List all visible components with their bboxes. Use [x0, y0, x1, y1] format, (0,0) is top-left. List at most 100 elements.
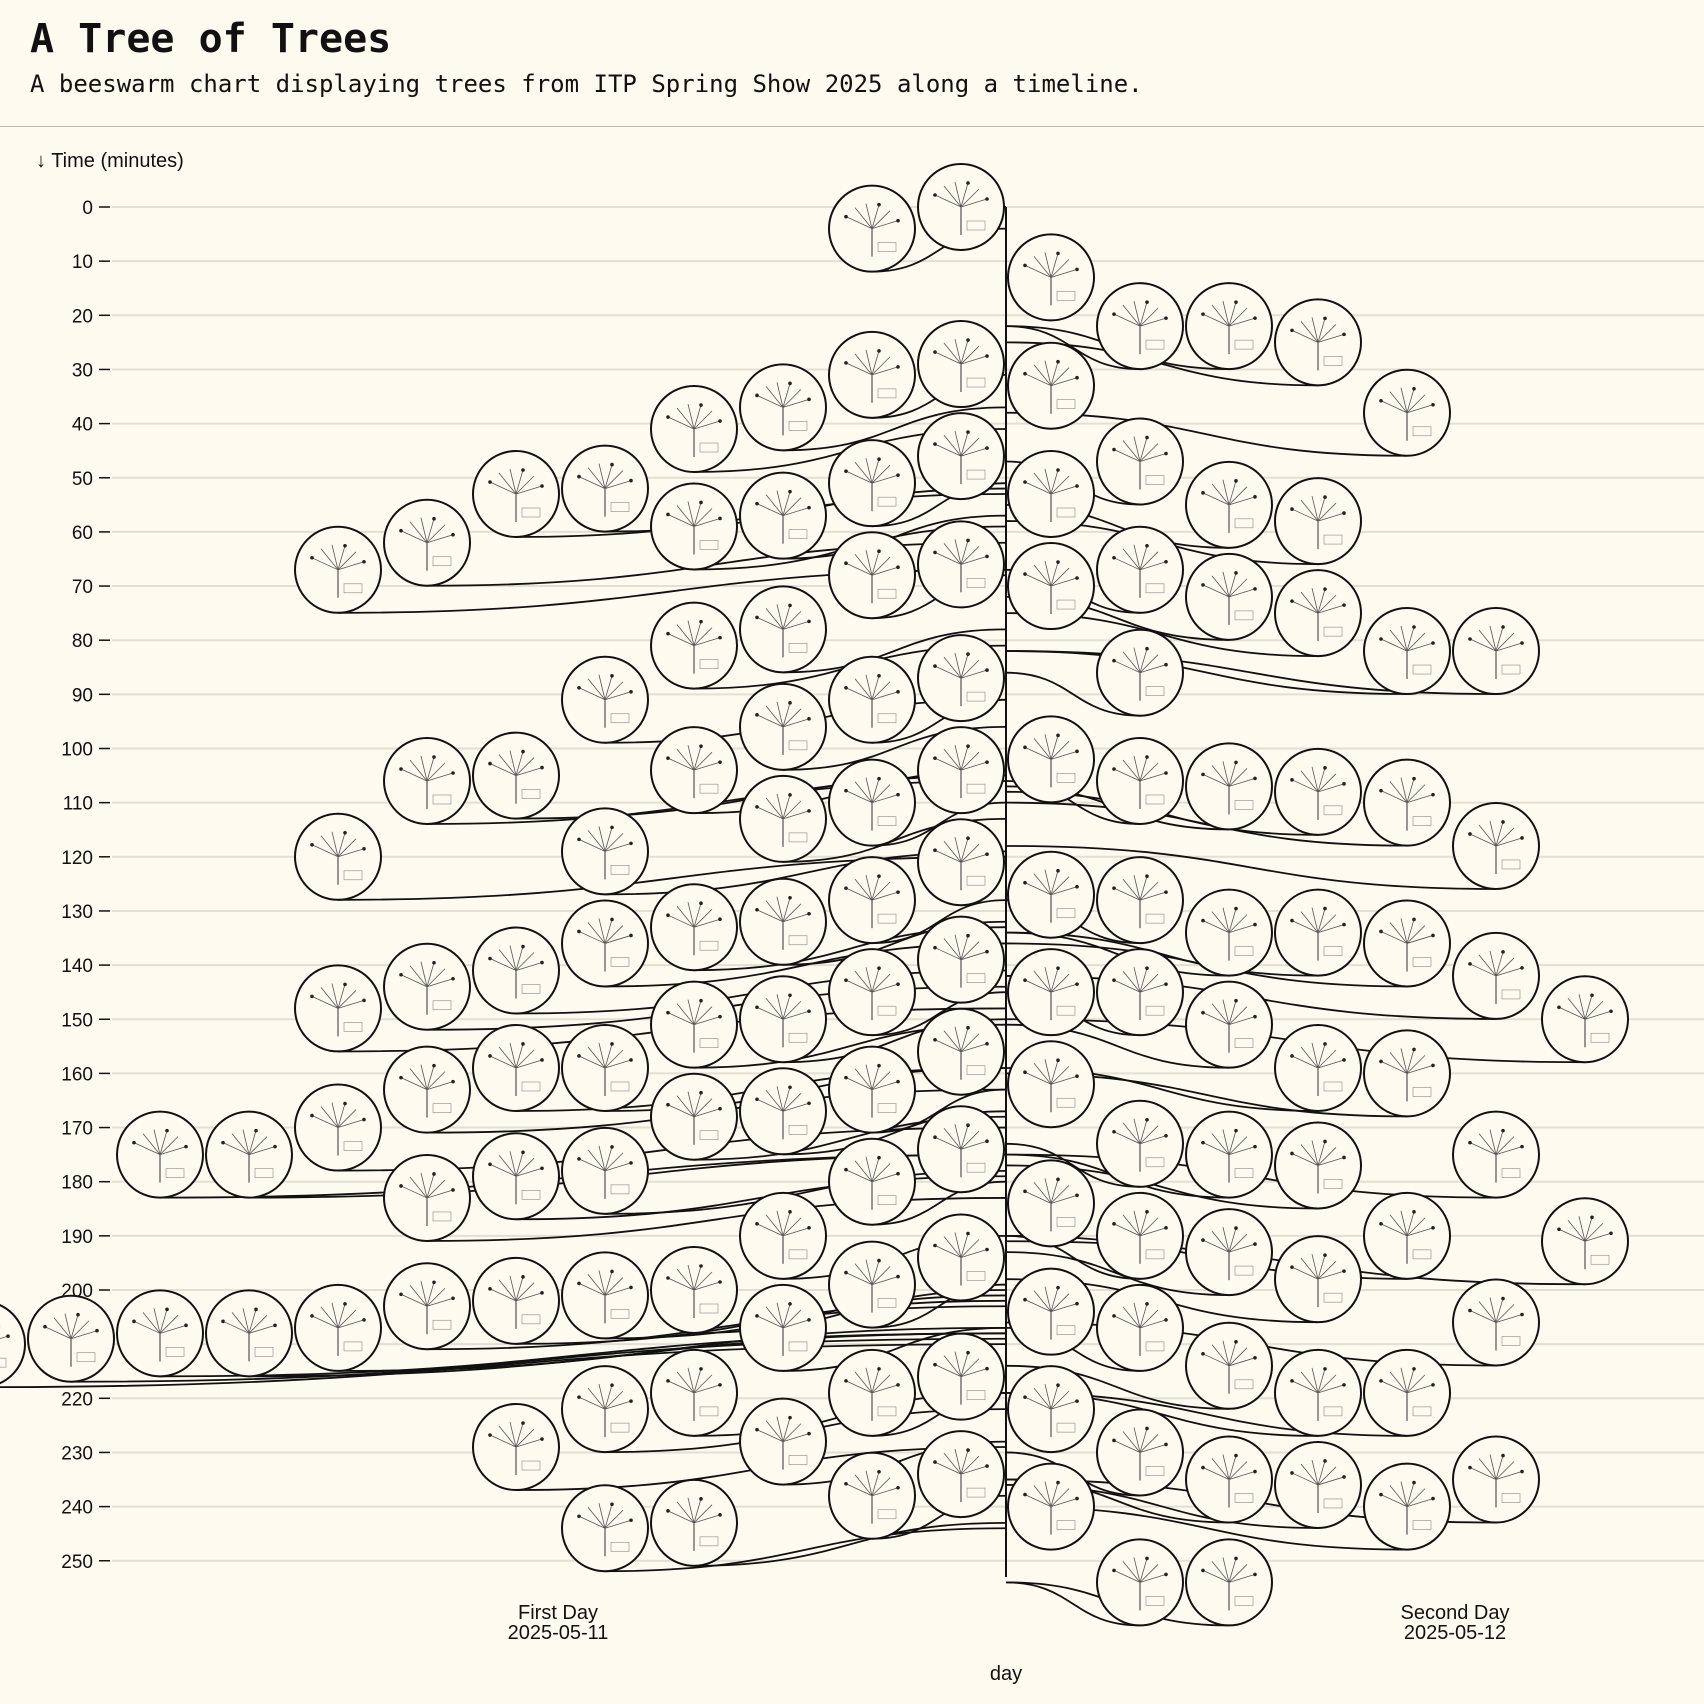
tree-mark — [1096, 1408, 1184, 1497]
tree-mark — [828, 1137, 916, 1226]
tree-mark — [1363, 1029, 1451, 1118]
tree-mark — [739, 682, 827, 771]
tree-mark — [1452, 1435, 1540, 1524]
tree-mark — [828, 1045, 916, 1134]
tree-mark — [1185, 460, 1273, 549]
tree-connector — [159, 1332, 1007, 1378]
tree-mark — [561, 899, 649, 988]
tree-mark — [828, 1451, 916, 1540]
tree-mark — [739, 877, 827, 966]
tree-mark — [917, 818, 1005, 907]
tree-mark — [1096, 628, 1184, 717]
tree-mark — [1185, 282, 1273, 371]
tree-mark — [1185, 1435, 1273, 1524]
tree-mark — [1096, 282, 1184, 371]
y-tick-label: 100 — [61, 740, 93, 761]
x-tick-first-day-label: First Day — [518, 1602, 598, 1624]
tree-mark — [739, 1191, 827, 1280]
y-axis-title: ↓ Time (minutes) — [36, 150, 184, 172]
tree-mark — [650, 482, 738, 571]
tree-mark — [917, 634, 1005, 723]
tree-mark — [917, 320, 1005, 409]
tree-mark — [739, 1067, 827, 1156]
tree-mark — [1185, 742, 1273, 831]
y-tick-label: 130 — [61, 902, 93, 923]
tree-circle — [0, 1304, 26, 1385]
tree-mark — [917, 1213, 1005, 1302]
tree-mark — [739, 471, 827, 560]
tree-mark — [828, 531, 916, 620]
tree-mark — [472, 1023, 560, 1112]
x-tick-second-day-date: 2025-05-12 — [1404, 1622, 1506, 1644]
tree-mark — [828, 330, 916, 419]
tree-mark — [1274, 477, 1362, 566]
tree-mark — [205, 1289, 293, 1378]
tree-mark — [739, 975, 827, 1064]
tree-mark — [1007, 341, 1095, 430]
tree-mark — [650, 1246, 738, 1334]
tree-mark — [1096, 1283, 1184, 1372]
tree-mark — [27, 1294, 115, 1383]
tree-mark — [561, 1126, 649, 1215]
tree-mark — [1274, 1023, 1362, 1112]
tree-mark — [917, 915, 1005, 1004]
tree-mark — [1096, 736, 1184, 825]
tree-mark — [383, 498, 471, 587]
chart-title: A Tree of Trees — [30, 16, 392, 62]
tree-mark — [1185, 552, 1273, 641]
tree-mark — [1363, 899, 1451, 988]
tree-mark — [1452, 1278, 1540, 1367]
y-tick-label: 230 — [61, 1443, 93, 1464]
tree-mark — [1274, 888, 1362, 977]
tree-mark — [1096, 1099, 1184, 1188]
tree-mark — [917, 520, 1005, 609]
y-tick-label: 80 — [72, 631, 93, 652]
tree-mark — [650, 601, 738, 690]
tree-mark — [828, 948, 916, 1037]
tree-mark — [1007, 1159, 1095, 1248]
tree-mark — [828, 1348, 916, 1437]
tree-mark — [917, 726, 1005, 815]
tree-mark — [1363, 1462, 1451, 1551]
tree-mark — [1274, 569, 1362, 658]
y-tick-label: 240 — [61, 1498, 93, 1519]
y-tick-label: 150 — [61, 1010, 93, 1031]
tree-mark — [1096, 1191, 1184, 1280]
tree-mark — [650, 1072, 738, 1161]
tree-connector — [1005, 845, 1497, 890]
tree-mark — [917, 412, 1005, 501]
tree-mark — [1007, 1040, 1095, 1129]
tree-mark — [650, 883, 738, 972]
y-tick-label: 220 — [61, 1389, 93, 1410]
tree-mark — [1096, 417, 1184, 506]
tree-mark — [116, 1110, 204, 1199]
tree-mark — [1363, 1348, 1451, 1437]
y-tick-label: 40 — [72, 415, 93, 436]
tree-mark — [739, 1283, 827, 1372]
tree-mark — [472, 1132, 560, 1221]
tree-mark — [1185, 1110, 1273, 1199]
tree-connector — [1005, 671, 1141, 717]
tree-mark — [1185, 980, 1273, 1069]
y-tick-label: 140 — [61, 956, 93, 977]
tree-mark — [1452, 801, 1540, 890]
tree-mark — [1274, 1235, 1362, 1324]
tree-connector — [70, 1337, 1007, 1383]
tree-mark — [383, 942, 471, 1031]
tree-mark — [472, 1256, 560, 1345]
tree-mark — [917, 1430, 1005, 1519]
tree-mark — [561, 1023, 649, 1112]
tree-mark — [472, 1403, 560, 1492]
tree-mark — [1185, 888, 1273, 977]
tree-mark — [828, 1240, 916, 1329]
tree-mark — [1007, 233, 1095, 322]
tree-mark — [1007, 715, 1095, 804]
tree-mark — [1363, 368, 1451, 457]
y-tick-label: 110 — [63, 794, 93, 815]
tree-mark — [1363, 758, 1451, 847]
tree-mark — [1541, 975, 1629, 1064]
tree-mark — [561, 655, 649, 744]
x-tick-second-day-label: Second Day — [1401, 1602, 1510, 1624]
chart-subtitle: A beeswarm chart displaying trees from I… — [30, 70, 1143, 98]
y-tick-label: 10 — [72, 252, 93, 273]
